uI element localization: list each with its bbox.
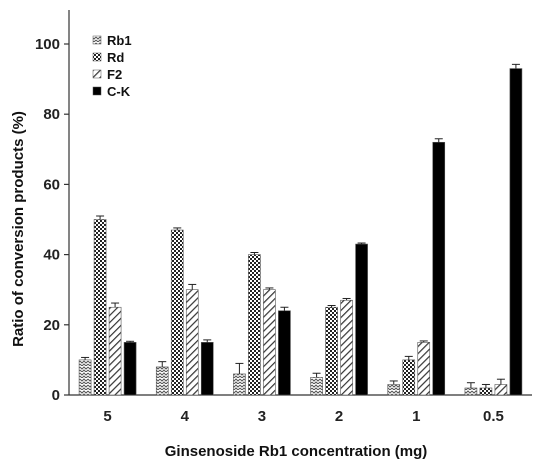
error-bar-c-k-1 xyxy=(434,138,443,143)
legend-swatch-c-k xyxy=(92,86,102,96)
x-tick-label: 3 xyxy=(258,408,266,425)
error-bar-c-k-0-5 xyxy=(511,63,520,69)
legend-swatch-f2 xyxy=(92,69,102,79)
bar-f2-5 xyxy=(108,306,122,396)
x-tick-label: 0.5 xyxy=(483,408,504,425)
error-bar-rb1-3 xyxy=(235,362,244,374)
error-bar-c-k-2 xyxy=(357,242,366,245)
bar-rb1-0-5 xyxy=(464,387,478,396)
error-bar-c-k-5 xyxy=(126,340,135,343)
y-tick-label: 80 xyxy=(43,106,60,123)
legend-label-rd: Rd xyxy=(107,50,124,65)
error-bar-rd-5 xyxy=(96,215,105,220)
error-bar-rb1-5 xyxy=(81,356,90,360)
bar-rd-1 xyxy=(402,359,416,396)
error-bar-c-k-4 xyxy=(203,339,212,343)
bar-rb1-5 xyxy=(78,359,92,396)
error-bar-rb1-4 xyxy=(158,361,167,367)
bar-c-k-5 xyxy=(123,342,137,396)
bar-c-k-3 xyxy=(278,310,291,396)
error-bar-f2-3 xyxy=(265,287,274,290)
legend-label-c-k: C-K xyxy=(107,84,131,99)
bar-f2-1 xyxy=(417,342,431,396)
bar-rb1-2 xyxy=(310,377,323,396)
y-tick-label: 20 xyxy=(43,317,60,334)
y-tick-label: 60 xyxy=(43,176,60,193)
error-bar-f2-0-5 xyxy=(496,378,505,385)
bar-c-k-1 xyxy=(432,141,446,396)
error-bar-f2-4 xyxy=(188,283,197,290)
x-tick-label: 1 xyxy=(412,408,420,425)
bar-f2-2 xyxy=(340,299,353,396)
error-bar-c-k-3 xyxy=(280,306,289,311)
error-bar-rd-4 xyxy=(173,227,182,231)
error-bar-rd-1 xyxy=(404,355,413,360)
y-axis-title: Ratio of conversion products (%) xyxy=(10,111,27,347)
y-tick-label: 40 xyxy=(43,247,60,264)
bar-f2-3 xyxy=(263,289,276,396)
error-bar-rb1-0-5 xyxy=(466,382,475,388)
legend-item-f2: F2 xyxy=(92,67,122,82)
x-axis-title: Ginsenoside Rb1 concentration (mg) xyxy=(165,443,428,460)
legend-item-c-k: C-K xyxy=(92,84,131,99)
plot-area: 0 20 40 60 80 100 5 4 3 2 1 0.5 xyxy=(35,10,532,425)
bar-rd-2 xyxy=(325,306,338,396)
error-bar-f2-5 xyxy=(111,302,120,308)
bar-c-k-2 xyxy=(355,243,368,396)
bar-c-k-4 xyxy=(200,342,214,396)
error-bar-f2-1 xyxy=(419,340,428,343)
bar-rd-0-5 xyxy=(479,387,493,396)
error-bar-rb1-1 xyxy=(389,380,398,385)
x-tick-label: 2 xyxy=(335,408,343,425)
bar-rd-5 xyxy=(93,219,107,396)
x-tick-label: 4 xyxy=(181,408,190,425)
error-bar-rd-0-5 xyxy=(481,383,490,388)
legend-label-rb1: Rb1 xyxy=(107,33,132,48)
bar-rd-4 xyxy=(170,229,184,396)
legend-label-f2: F2 xyxy=(107,67,122,82)
bar-rd-3 xyxy=(248,254,261,396)
bar-c-k-0-5 xyxy=(509,68,523,396)
error-bar-f2-2 xyxy=(342,297,351,301)
bar-rb1-1 xyxy=(387,384,401,396)
error-bar-rd-2 xyxy=(327,304,336,308)
legend-item-rd: Rd xyxy=(92,50,124,65)
error-bar-rb1-2 xyxy=(312,372,321,378)
bar-f2-0-5 xyxy=(494,384,508,396)
legend-swatch-rb1 xyxy=(92,35,102,45)
bar-rb1-3 xyxy=(233,373,246,396)
bar-f2-4 xyxy=(185,289,199,396)
y-tick-label: 100 xyxy=(35,36,60,53)
legend-item-rb1: Rb1 xyxy=(92,33,132,48)
x-tick-label: 5 xyxy=(103,408,111,425)
bar-rb1-4 xyxy=(155,366,169,396)
legend-swatch-rd xyxy=(92,52,102,62)
y-tick-label: 0 xyxy=(52,387,60,404)
legend: Rb1 Rd F2 C-K xyxy=(92,33,132,99)
error-bar-rd-3 xyxy=(250,251,259,255)
